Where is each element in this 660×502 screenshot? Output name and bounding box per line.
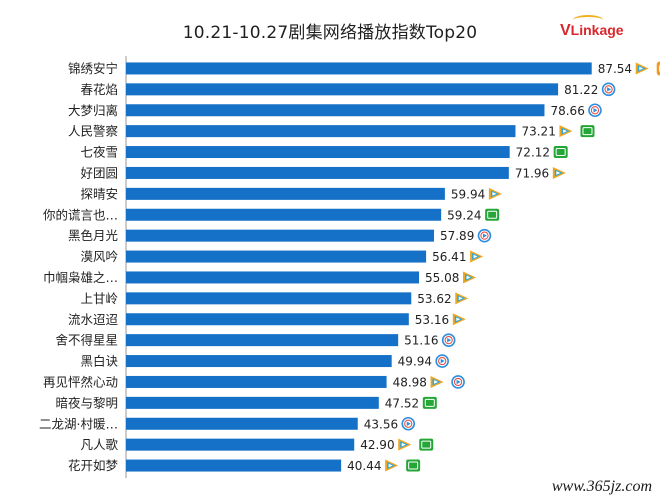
chart-title: 10.21-10.27剧集网络播放指数Top20 <box>182 23 478 43</box>
bar <box>126 250 427 263</box>
bar <box>126 313 409 326</box>
category-label: 七夜雪 <box>80 145 118 160</box>
category-label: 锦绣安宁 <box>68 61 118 76</box>
value-label: 40.44 <box>347 459 381 473</box>
tencent-video-icon <box>552 166 566 179</box>
category-label: 人民警察 <box>68 124 119 139</box>
bar <box>126 62 592 75</box>
category-label: 再见怦然心动 <box>43 374 118 389</box>
youku-icon <box>441 333 456 347</box>
bar <box>126 166 509 179</box>
tencent-video-icon <box>385 459 399 472</box>
value-label: 53.62 <box>417 292 451 306</box>
bar <box>126 396 379 409</box>
bar <box>126 125 516 138</box>
value-label: 47.52 <box>385 396 419 410</box>
bar <box>126 459 342 472</box>
youku-icon <box>401 416 416 431</box>
value-label: 43.56 <box>364 417 398 431</box>
iqiyi-icon <box>553 146 568 159</box>
tencent-video-icon <box>398 438 412 451</box>
bar <box>126 187 445 200</box>
tencent-video-icon <box>452 313 466 326</box>
bar <box>126 334 399 347</box>
youku-icon <box>477 228 492 243</box>
youku-icon <box>435 354 449 368</box>
bar <box>126 438 355 451</box>
logo-swoosh-icon <box>573 15 603 25</box>
bar <box>126 104 545 117</box>
category-label: 大梦归离 <box>68 103 118 118</box>
iqiyi-icon <box>419 438 434 451</box>
category-label: 黑白诀 <box>80 354 118 369</box>
value-label: 55.08 <box>425 271 459 285</box>
value-label: 42.90 <box>360 438 394 452</box>
tencent-video-icon <box>488 187 502 200</box>
tencent-video-icon <box>455 292 469 305</box>
value-label: 59.94 <box>451 187 485 201</box>
value-label: 71.96 <box>515 166 549 180</box>
value-label: 73.21 <box>521 125 555 139</box>
category-label: 花开如梦 <box>68 458 119 473</box>
bar <box>126 146 510 159</box>
youku-icon <box>588 103 602 118</box>
bar <box>126 208 442 221</box>
tencent-video-icon <box>635 62 649 75</box>
logo-text: Linkage <box>570 22 624 38</box>
category-label: 暗夜与黎明 <box>55 395 118 410</box>
category-label: 二龙湖·村暖… <box>39 416 118 431</box>
category-label: 探晴安 <box>80 186 118 201</box>
category-label: 漠风吟 <box>80 249 118 264</box>
iqiyi-icon <box>580 125 595 138</box>
value-label: 81.22 <box>564 83 598 97</box>
tencent-video-icon <box>559 125 573 138</box>
bar <box>126 292 412 305</box>
tencent-video-icon <box>463 271 477 284</box>
iqiyi-icon <box>485 208 500 221</box>
logo-initial: V <box>560 22 571 39</box>
iqiyi-icon <box>406 459 421 472</box>
vlinkage-logo: VLinkage <box>560 15 624 44</box>
bar <box>126 271 420 284</box>
category-label: 舍不得星星 <box>55 333 118 348</box>
category-label: 上甘岭 <box>80 291 118 306</box>
value-label: 87.54 <box>598 62 632 76</box>
value-label: 48.98 <box>393 375 427 389</box>
category-label: 你的谎言也… <box>43 207 118 222</box>
bar <box>126 83 559 96</box>
value-label: 72.12 <box>516 146 550 160</box>
value-label: 56.41 <box>432 250 466 264</box>
bar <box>126 417 358 430</box>
bar <box>126 355 392 368</box>
value-label: 59.24 <box>447 208 481 222</box>
category-label: 流水迢迢 <box>68 312 119 327</box>
bar <box>126 229 434 242</box>
tencent-video-icon <box>470 250 484 263</box>
category-label: 春花焰 <box>80 82 118 97</box>
tencent-video-icon <box>430 375 444 388</box>
iqiyi-icon <box>422 396 437 409</box>
category-label: 黑色月光 <box>68 228 118 243</box>
youku-icon <box>451 375 465 389</box>
value-label: 49.94 <box>398 355 432 369</box>
value-label: 78.66 <box>550 104 584 118</box>
youku-icon <box>601 82 616 97</box>
value-label: 51.16 <box>404 334 438 348</box>
category-label: 好团圆 <box>80 165 118 180</box>
category-label: 凡人歌 <box>80 437 118 452</box>
value-label: 53.16 <box>415 313 449 327</box>
category-label: 巾帼枭雄之… <box>43 270 118 285</box>
bar <box>126 375 387 388</box>
watermark: www.365jz.com <box>551 478 652 495</box>
value-label: 57.89 <box>440 229 474 243</box>
